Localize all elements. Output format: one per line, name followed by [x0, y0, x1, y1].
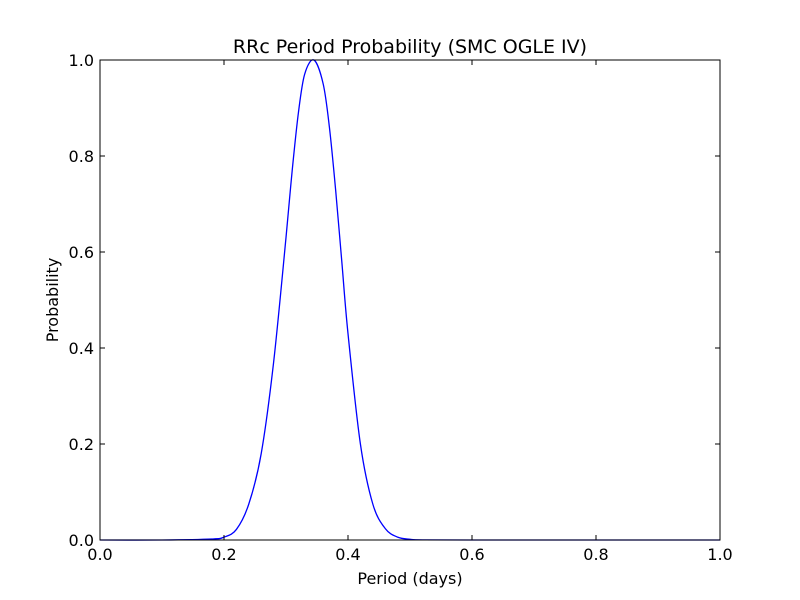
y-tick-label: 0.0	[69, 531, 94, 550]
x-tick-label: 0.4	[335, 545, 360, 564]
y-tick-label: 0.6	[69, 243, 94, 262]
series-line-0	[99, 59, 720, 541]
x-tick-label: 1.0	[707, 545, 732, 564]
x-tick-label: 0.6	[459, 545, 484, 564]
chart-title: RRc Period Probability (SMC OGLE IV)	[233, 36, 587, 58]
plot-area	[99, 59, 720, 541]
y-axis-label: Probability	[43, 258, 62, 343]
x-axis-label: Period (days)	[357, 569, 462, 588]
x-tick-label: 0.8	[583, 545, 608, 564]
axis-ticks: 0.0 0.2 0.4 0.6 0.8 1.0 0.0 0.2 0.4 0.6 0.8 1.0	[69, 51, 733, 564]
y-tick-label: 1.0	[69, 51, 94, 70]
x-tick-label: 0.0	[87, 545, 112, 564]
x-tick-label: 0.2	[211, 545, 236, 564]
y-tick-label: 0.8	[69, 147, 94, 166]
y-tick-label: 0.4	[69, 339, 94, 358]
y-tick-label: 0.2	[69, 435, 94, 454]
plot-frame	[99, 59, 721, 541]
